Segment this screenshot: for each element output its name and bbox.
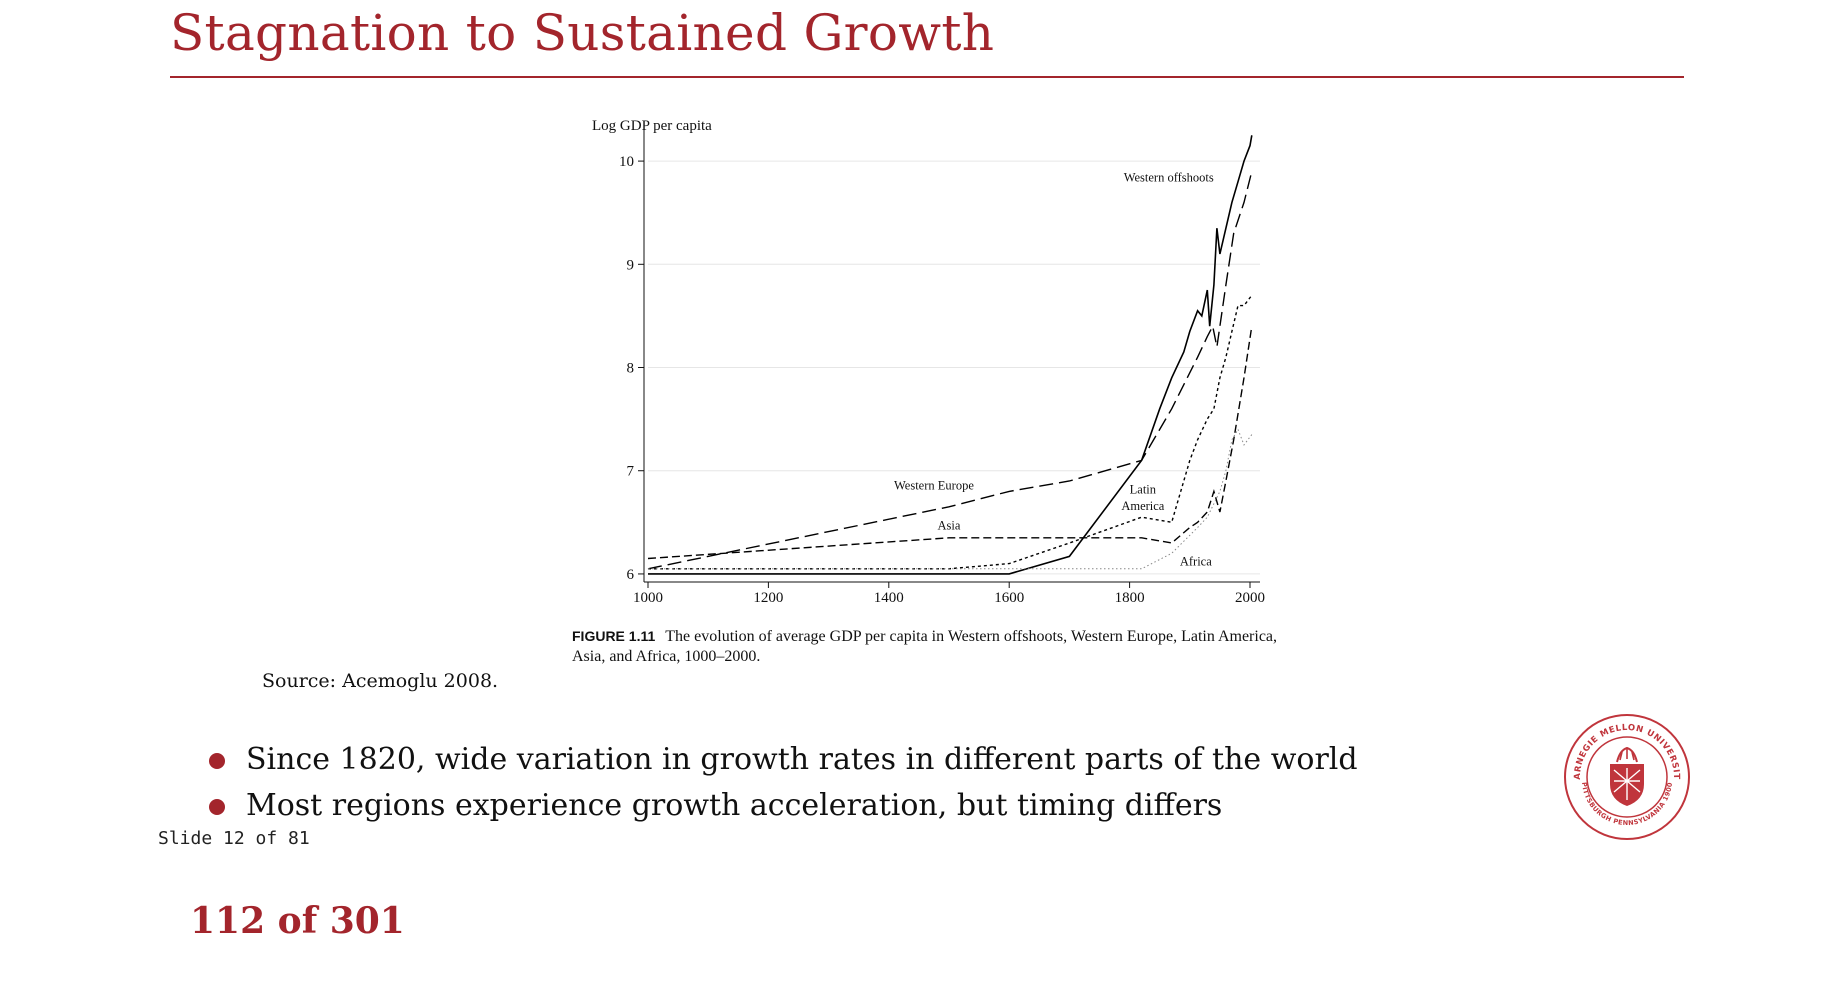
x-tick-label: 1400 bbox=[874, 590, 904, 606]
bullet-text: Since 1820, wide variation in growth rat… bbox=[246, 742, 1358, 777]
series-annotation: Asia bbox=[938, 519, 961, 533]
bullet-list: Since 1820, wide variation in growth rat… bbox=[206, 740, 1358, 832]
bullet-text: Most regions experience growth accelerat… bbox=[246, 788, 1223, 823]
university-seal-logo: CARNEGIE MELLON UNIVERSITY PITTSBURGH PE… bbox=[1558, 705, 1692, 842]
bullet-item: Since 1820, wide variation in growth rat… bbox=[206, 740, 1358, 786]
page-number: 112 of 301 bbox=[190, 900, 405, 942]
gdp-chart-svg: Log GDP per capita 6 7 8 9 10 1000 1200 1400 1600… bbox=[592, 118, 1265, 606]
figure-caption: FIGURE 1.11 The evolution of average GDP … bbox=[572, 626, 1292, 667]
figure-caption-text: The evolution of average GDP per capita … bbox=[572, 628, 1278, 665]
x-tick-label: 1600 bbox=[994, 590, 1024, 606]
series-line-western-offshoots bbox=[648, 135, 1253, 575]
series-line-western-europe bbox=[647, 171, 1253, 570]
x-tick-label: 1000 bbox=[633, 590, 663, 606]
bullet-icon bbox=[209, 799, 225, 815]
y-tick-label: 7 bbox=[627, 464, 635, 480]
bullet-icon bbox=[209, 753, 225, 769]
y-axis-label: Log GDP per capita bbox=[592, 118, 712, 134]
x-tick-label: 1200 bbox=[753, 590, 783, 606]
series-annotation: Africa bbox=[1180, 555, 1212, 569]
slide-counter: Slide 12 of 81 bbox=[158, 828, 310, 849]
series-annotation: Western Europe bbox=[894, 478, 974, 492]
figure-label: FIGURE 1.11 bbox=[572, 628, 656, 644]
title-divider bbox=[170, 76, 1684, 78]
series-line-latin-america bbox=[648, 294, 1253, 570]
y-tick-label: 8 bbox=[627, 361, 635, 377]
series-line-asia bbox=[647, 326, 1253, 560]
y-tick-label: 6 bbox=[627, 567, 635, 583]
y-tick-label: 10 bbox=[619, 154, 634, 170]
gdp-chart: Log GDP per capita 6 7 8 9 10 1000 1200 1400 1600… bbox=[560, 106, 1280, 606]
source-citation: Source: Acemoglu 2008. bbox=[262, 670, 499, 692]
slide-title: Stagnation to Sustained Growth bbox=[170, 4, 995, 62]
bullet-item: Most regions experience growth accelerat… bbox=[206, 786, 1358, 832]
y-tick-label: 9 bbox=[627, 257, 635, 273]
x-tick-label: 1800 bbox=[1115, 590, 1145, 606]
series-annotation: Western offshoots bbox=[1124, 171, 1214, 185]
series-annotation: America bbox=[1121, 499, 1164, 513]
x-tick-label: 2000 bbox=[1235, 590, 1265, 606]
series-annotation: Latin bbox=[1130, 482, 1157, 496]
